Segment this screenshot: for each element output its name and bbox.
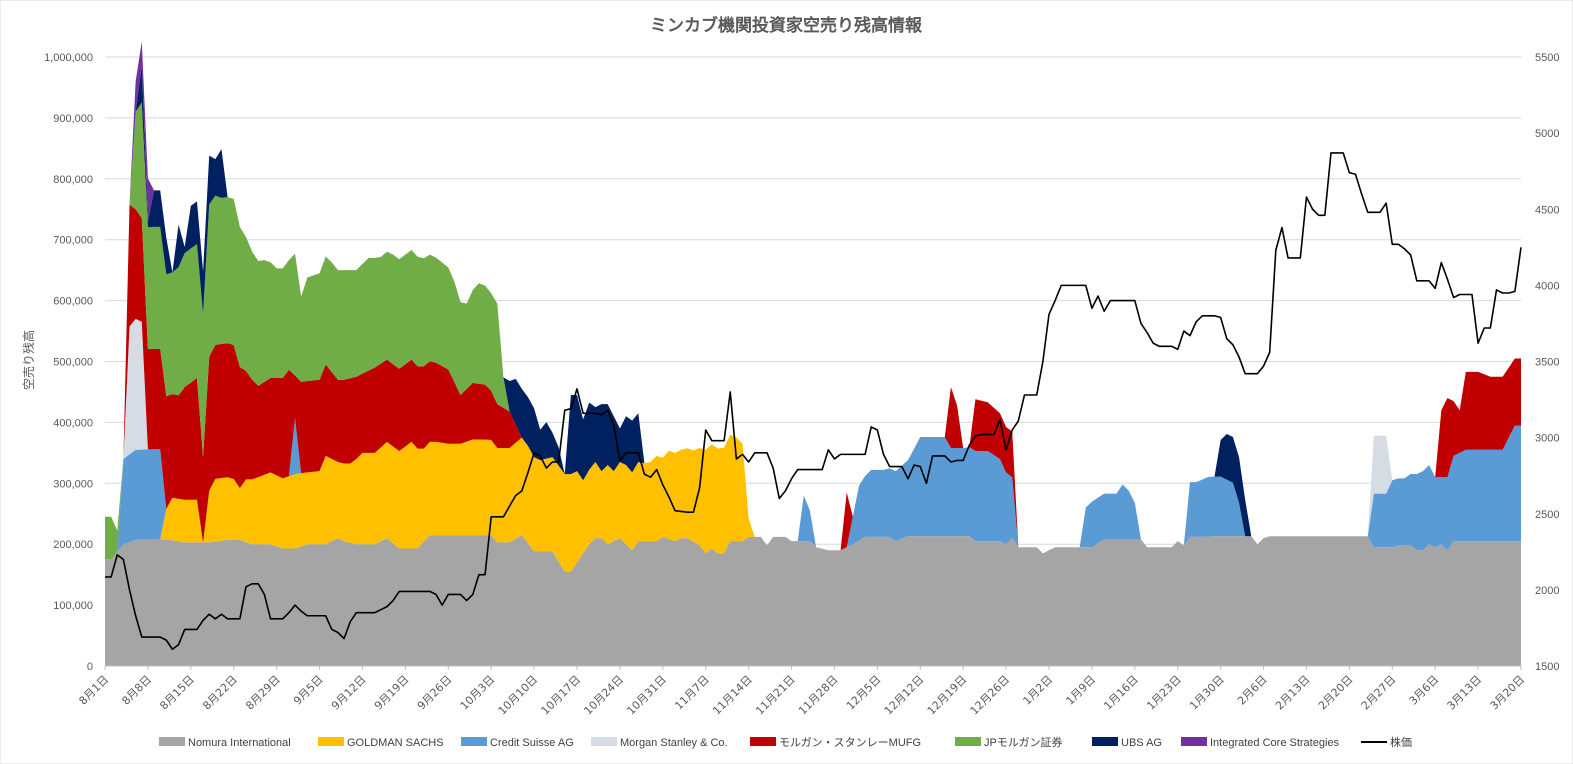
y2-tick-label: 2000 [1535,585,1559,597]
y2-tick-label: 5000 [1535,128,1559,140]
y2-tick-label: 4000 [1535,280,1559,292]
legend-swatch [955,737,981,746]
legend-swatch [461,737,487,746]
y2-tick-label: 1500 [1535,661,1559,673]
area-series [105,102,1521,560]
legend-label: JPモルガン証券 [984,735,1063,749]
area-series [105,434,1521,572]
area-series [105,204,1521,560]
legend-swatch [159,737,185,746]
y-axis-right: 1500 2000 2500 3000 3500 4000 4500 5000 5500 [1535,52,1559,673]
y-tick-label: 300,000 [53,478,93,490]
y-tick-label: 700,000 [53,235,93,247]
y-tick-label: 100,000 [53,600,93,612]
legend-label: UBS AG [1121,737,1162,749]
legend-swatch [1092,737,1118,746]
y-tick-label: 200,000 [53,539,93,551]
y-tick-label: 400,000 [53,417,93,429]
legend-label: モルガン・スタンレーMUFG [779,736,921,749]
legend-label: Credit Suisse AG [490,737,574,749]
legend-swatch [591,737,617,746]
price-line [105,152,1522,651]
y2-tick-label: 2500 [1535,509,1559,521]
legend-label: Morgan Stanley & Co. [620,737,728,749]
y-axis-left: 0 100,000 200,000 300,000 400,000 500,000 600,… [44,52,93,673]
legend: Nomura International GOLDMAN SACHS Credit … [159,735,1412,749]
legend-label: Nomura International [188,737,291,749]
legend-swatch [1181,737,1207,746]
stacked-area-series [105,41,1521,666]
y-tick-label: 600,000 [53,296,93,308]
legend-label: GOLDMAN SACHS [347,737,444,749]
y2-tick-label: 3000 [1535,433,1559,445]
chart-title: ミンカブ機関投資家空売り残高情報 [650,15,923,36]
price-series-line [105,152,1522,651]
area-series [105,418,1521,560]
legend-label: 株価 [1390,735,1412,749]
legend-label: Integrated Core Strategies [1210,737,1340,749]
y-tick-label: 1,000,000 [44,52,93,64]
y-tick-label: 900,000 [53,113,93,125]
y-axis-title: 空売り残高 [21,330,36,390]
y2-tick-label: 3500 [1535,357,1559,369]
y2-tick-label: 4500 [1535,204,1559,216]
y2-tick-label: 5500 [1535,52,1559,64]
legend-swatch [318,737,344,746]
area-series [105,535,1521,666]
y-tick-label: 0 [87,661,93,673]
y-tick-label: 500,000 [53,357,93,369]
legend-swatch [750,737,776,746]
y-tick-label: 800,000 [53,174,93,186]
